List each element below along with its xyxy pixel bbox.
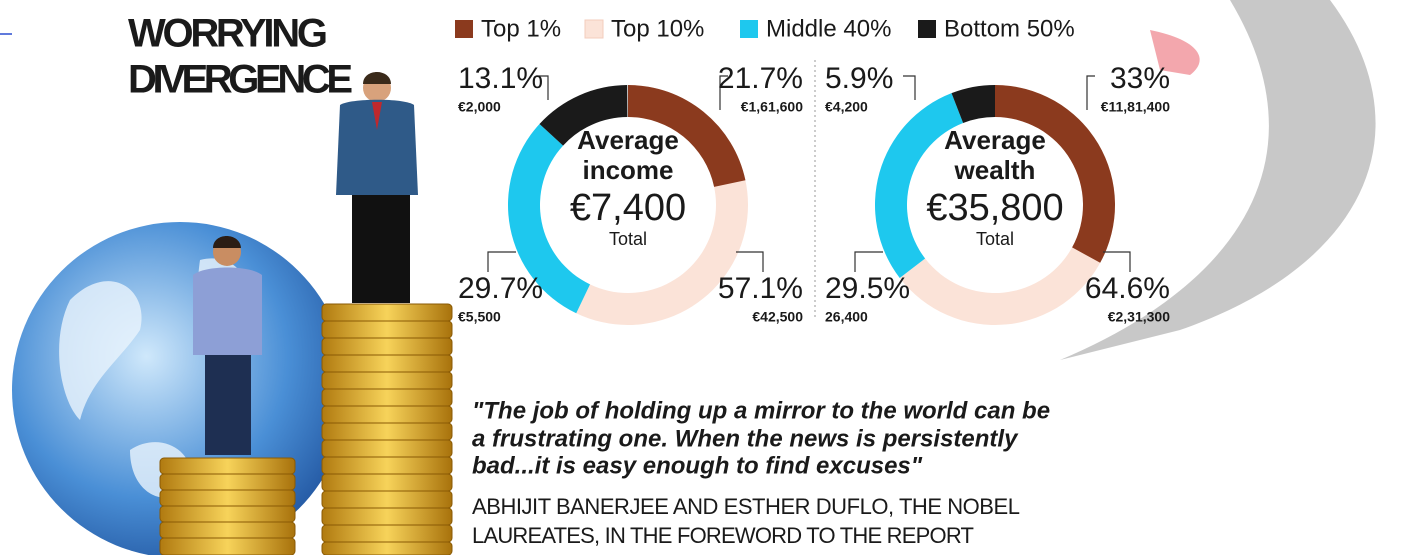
legend-label: Top 1% xyxy=(481,15,561,42)
amount-label: €2,31,300 xyxy=(1108,309,1170,325)
leader-line xyxy=(1103,251,1131,272)
legend-label: Top 10% xyxy=(611,15,704,42)
watermark-accent xyxy=(1150,30,1200,75)
donut-slice xyxy=(539,85,628,146)
value-label: 64.6% xyxy=(1085,272,1170,305)
headline: DIVERGENCE xyxy=(128,58,353,102)
center-title: Average xyxy=(577,125,679,155)
amount-label: €42,500 xyxy=(752,309,803,325)
donut-slice xyxy=(951,85,995,123)
amount-label: €1,61,600 xyxy=(741,99,803,115)
center-total-label: Total xyxy=(609,229,647,249)
attribution: LAUREATES, IN THE FOREWORD TO THE REPORT xyxy=(472,523,974,548)
value-label: 29.7% xyxy=(458,272,543,305)
quote: "The job of holding up a mirror to the w… xyxy=(472,397,1050,424)
leader-line xyxy=(903,75,916,100)
donut-slice xyxy=(995,85,1116,263)
illustration xyxy=(12,72,453,555)
value-label: 13.1% xyxy=(458,62,543,95)
legend-swatch xyxy=(584,19,604,39)
value-label: 33% xyxy=(1110,62,1170,95)
quote: bad...it is easy enough to find excuses" xyxy=(472,452,923,479)
legend-swatch xyxy=(918,20,936,38)
center-total: €35,800 xyxy=(926,187,1063,229)
value-label: 5.9% xyxy=(825,62,893,95)
leader-line xyxy=(719,75,728,110)
leader-line xyxy=(536,75,549,100)
value-label: 57.1% xyxy=(718,272,803,305)
watermark-swoosh xyxy=(1060,0,1376,360)
center-total: €7,400 xyxy=(570,187,686,229)
amount-label: €11,81,400 xyxy=(1101,99,1171,115)
legend-swatch xyxy=(740,20,758,38)
donut-slice xyxy=(875,93,964,278)
amount-label: 26,400 xyxy=(825,309,868,325)
legend-label: Middle 40% xyxy=(766,15,891,42)
headline: WORRYING xyxy=(128,12,328,56)
center-title: Average xyxy=(944,125,1046,155)
center-title: wealth xyxy=(954,155,1036,185)
leader-line xyxy=(736,251,764,272)
amount-label: €4,200 xyxy=(825,99,868,115)
legend: Top 1% Top 10% Middle 40% Bottom 50% xyxy=(455,15,1075,42)
center-title: income xyxy=(582,155,673,185)
value-label: 29.5% xyxy=(825,272,910,305)
amount-label: €2,000 xyxy=(458,99,501,115)
leader-line xyxy=(487,251,516,272)
leader-line xyxy=(854,251,883,272)
donut-slice xyxy=(628,85,746,187)
quote: a frustrating one. When the news is pers… xyxy=(472,425,1019,452)
legend-swatch xyxy=(455,20,473,38)
center-total-label: Total xyxy=(976,229,1014,249)
attribution: ABHIJIT BANERJEE AND ESTHER DUFLO, THE N… xyxy=(472,494,1020,519)
leader-line xyxy=(1086,75,1095,110)
value-label: 21.7% xyxy=(718,62,803,95)
legend-label: Bottom 50% xyxy=(944,15,1075,42)
amount-label: €5,500 xyxy=(458,309,501,325)
donut-slice xyxy=(508,123,591,314)
